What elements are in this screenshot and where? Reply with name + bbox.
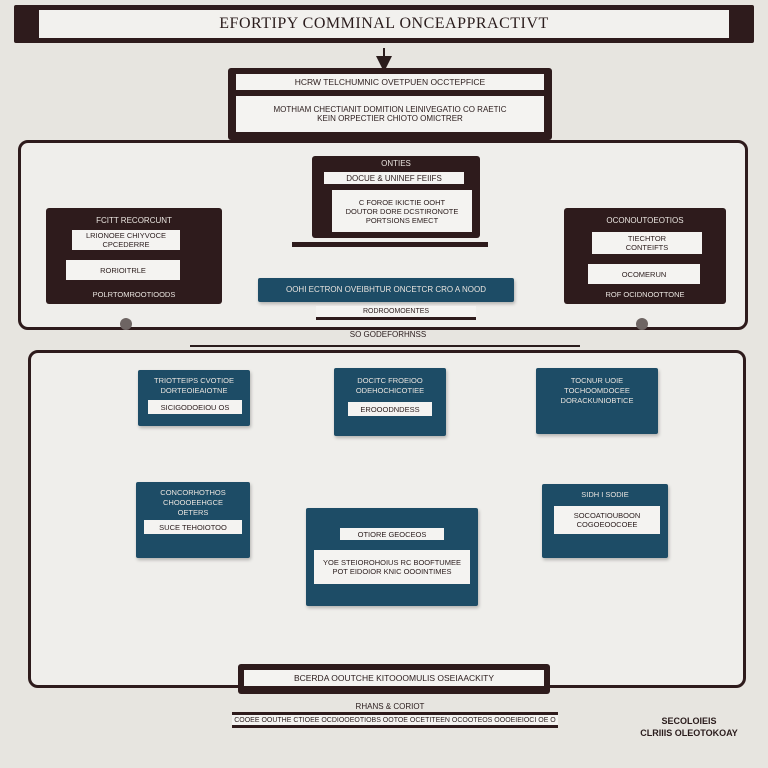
top-left-label-stack: LRIONOEE CHIYVOCE CPCEDERRE (72, 230, 180, 250)
top-left-heading: FCITT RECORCUNT (96, 216, 172, 225)
corner-note-1: SECOLOIEIS (661, 716, 717, 726)
process-sub: RODROOMOENTES (316, 306, 476, 320)
middle-caption: SO GODEFORHNSS (349, 330, 427, 339)
panel-dot-right (636, 318, 648, 330)
top-right-heading: OCONOUTOEOTIOS (606, 216, 684, 225)
bottom-right-bottom-box: SIDH I SODIE SOCOATIOUBOON COGOEOOCOEE (542, 484, 668, 558)
bct-line-1: DOCITC FROEIOO (357, 376, 423, 385)
header-heading: HCRW TELCHUMNIC OVETPUEN OCCTEPFICE (236, 74, 544, 90)
footer-bar-text: BCERDA OOUTCHE KITOOOMULIS OSEIAACKITY (244, 670, 544, 686)
bottom-center-top-box: DOCITC FROEIOO ODEHOCHICOTIEE EROOODNDES… (334, 368, 446, 436)
top-center-underline (292, 242, 488, 247)
top-left-label-2: CPCEDERRE (102, 240, 150, 249)
top-right-label-2: CONTEIFTS (625, 243, 669, 252)
bcb-label-2: POT EIDOIOR KNIC OOOINTIMES (332, 567, 452, 576)
brb-label-2: COGOEOOCOEE (576, 520, 638, 529)
brt-line-3: DORACKUNIOBTICE (560, 396, 634, 405)
top-right-label-1: TIECHTOR (627, 234, 667, 243)
brt-line-1: TOCNUR UOIE (570, 376, 624, 385)
top-center-line-3: PORTSIONS EMECT (365, 215, 439, 225)
bcb-body: YOE STEIOROHOIUS RC BOOFTUMEE POT EIDOIO… (314, 550, 470, 584)
bottom-right-top-box: TOCNUR UOIE TOCHOOMDOCEE DORACKUNIOBTICE (536, 368, 658, 434)
header-body: MOTHIAM CHECTIANIT DOMITION LEINIVEGATIO… (236, 96, 544, 132)
bcb-heading: OTIORE GEOCEOS (340, 528, 444, 540)
header-line-2: KEIN ORPECTIER CHIOTO OMICTRER (317, 114, 463, 123)
bct-label: EROOODNDESS (348, 402, 432, 416)
footer-bar: BCERDA OOUTCHE KITOOOMULIS OSEIAACKITY (238, 664, 550, 694)
header-box: HCRW TELCHUMNIC OVETPUEN OCCTEPFICE MOTH… (228, 68, 552, 140)
blt-line-2: DORTEOIEAIOTNE (160, 386, 228, 395)
top-left-label-1: LRIONOEE CHIYVOCE (85, 231, 167, 240)
bottom-left-bottom-box: CONCORHOTHOS CHOOOEEHGCE OETERS SUCE TEH… (136, 482, 250, 558)
title-banner: EFORTIPY COMMINAL ONCEAPPRACTIVT (14, 5, 754, 43)
brb-body: SOCOATIOUBOON COGOEOOCOEE (554, 506, 660, 534)
top-right-box: OCONOUTOEOTIOS TIECHTOR CONTEIFTS OCOMER… (564, 208, 726, 304)
footer-strip: COOEE OOUTHE CTIOEE OCDIOOEOTIOBS OOTOE … (232, 712, 558, 728)
top-left-footer: POLRTOMROOTIOODS (92, 290, 176, 299)
panel-dot-left (120, 318, 132, 330)
top-center-label: DOCUE & UNINEF FEIIFS (324, 172, 464, 184)
top-right-footer: ROF OCIDNOOTTONE (605, 290, 685, 299)
corner-note-2: CLRIIIS OLEOTOKOAY (640, 728, 738, 738)
top-right-label-3: OCOMERUN (588, 264, 700, 284)
blb-label: SUCE TEHOIOTOO (144, 520, 242, 534)
blt-label: SICIGODOEIOU OS (148, 400, 242, 414)
top-center-line-2: DOUTOR DORE DCSTIRONOTE (345, 206, 459, 216)
top-center-body: C FOROE IKICTIE OOHT DOUTOR DORE DCSTIRO… (332, 190, 472, 232)
top-left-box: FCITT RECORCUNT LRIONOEE CHIYVOCE CPCEDE… (46, 208, 222, 304)
blt-line-1: TRIOTTEIPS CVOTIOE (153, 376, 234, 385)
bottom-center-bottom-box: OTIORE GEOCEOS YOE STEIOROHOIUS RC BOOFT… (306, 508, 478, 606)
blb-line-3: OETERS (177, 508, 209, 517)
page-title: EFORTIPY COMMINAL ONCEAPPRACTIVT (39, 10, 729, 38)
footer-caption: RHANS & CORIOT (355, 702, 425, 711)
bottom-left-top-box: TRIOTTEIPS CVOTIOE DORTEOIEAIOTNE SICIGO… (138, 370, 250, 426)
brt-line-2: TOCHOOMDOCEE (564, 386, 630, 395)
top-center-line-1: C FOROE IKICTIE OOHT (358, 197, 446, 207)
top-center-heading: ONTIES (381, 159, 411, 168)
bct-line-2: ODEHOCHICOTIEE (355, 386, 425, 395)
top-center-box: ONTIES DOCUE & UNINEF FEIIFS C FOROE IKI… (312, 156, 480, 238)
brb-label-1: SOCOATIOUBOON (573, 511, 641, 520)
brb-heading: SIDH I SODIE (581, 490, 629, 499)
header-line-1: MOTHIAM CHECTIANIT DOMITION LEINIVEGATIO… (273, 105, 507, 114)
blb-line-1: CONCORHOTHOS (160, 488, 226, 497)
top-right-label-stack: TIECHTOR CONTEIFTS (592, 232, 702, 254)
top-left-label-3: RORIOITRLE (66, 260, 180, 280)
bcb-label-1: YOE STEIOROHOIUS RC BOOFTUMEE (323, 558, 461, 567)
blb-line-2: CHOOOEEHGCE (162, 498, 223, 507)
process-bar: OOHI ECTRON OVEIBHTUR ONCETCR CRO A NOOD (258, 278, 514, 302)
